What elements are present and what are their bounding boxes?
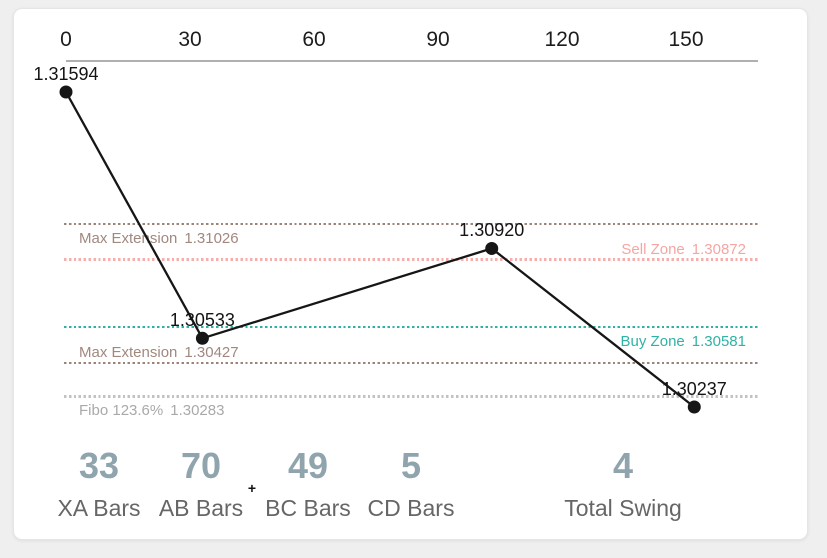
x-axis-tick: 90 — [426, 28, 450, 51]
stat-label: BC Bars — [265, 495, 351, 521]
level-label: Buy Zone 1.30581 — [621, 334, 746, 350]
stats-row: 33 XA Bars 70 AB Bars 49 BC Bars 5 CD Ba… — [14, 9, 809, 541]
level-line — [64, 361, 759, 365]
level-name: Max Extension — [79, 229, 178, 247]
stat-cd-bars: 5 CD Bars — [331, 445, 491, 522]
level-label: Sell Zone 1.30872 — [621, 240, 746, 258]
level-line — [64, 395, 759, 398]
stat-ab-bars: 70 AB Bars — [121, 445, 281, 522]
stat-value: 5 — [400, 445, 422, 486]
point-price-label: 1.30920 — [459, 220, 525, 241]
stat-xa-bars: 33 XA Bars — [19, 445, 179, 522]
swing-chart: 0 30 60 90 120 150 Max Extension 1.31026 Sell Zo… — [14, 9, 809, 541]
swing-point — [59, 85, 73, 99]
level-line — [64, 325, 759, 329]
level-name: Max Extension — [79, 343, 178, 361]
point-price-label: 1.31594 — [33, 64, 99, 84]
level-name: Fibo 123.6% — [79, 402, 164, 420]
stat-label: CD Bars — [367, 495, 455, 521]
x-axis-tick: 30 — [178, 28, 202, 51]
stat-label: XA Bars — [57, 495, 141, 521]
stat-label: AB Bars — [158, 495, 244, 521]
swing-point — [485, 241, 499, 255]
stat-label: Total Swing — [564, 495, 682, 521]
level-value: 1.30427 — [184, 343, 239, 361]
level-line — [64, 258, 759, 261]
stat-bc-bars: 49 BC Bars — [228, 445, 388, 522]
x-axis-tick: 150 — [668, 28, 704, 51]
pattern-chart-card: 0 30 60 90 120 150 Max Extension 1.31026 Sell Zo… — [13, 8, 808, 540]
stat-value: 49 — [287, 445, 329, 486]
level-label: Fibo 123.6% 1.30283 — [79, 403, 224, 419]
level-value: 1.31026 — [184, 229, 239, 247]
stat-total-swing: 4 Total Swing — [543, 445, 703, 522]
swing-point — [195, 331, 209, 345]
x-axis-line — [66, 60, 758, 62]
level-name: Buy Zone — [620, 333, 685, 351]
x-axis-tick: 0 — [60, 28, 72, 51]
stat-value: 4 — [612, 445, 634, 486]
point-price-label: 1.30237 — [661, 379, 727, 399]
level-value: 1.30283 — [170, 402, 225, 420]
x-axis-tick: 60 — [302, 28, 326, 51]
x-axis-tick: 120 — [544, 28, 580, 51]
level-value: 1.30581 — [691, 333, 746, 351]
level-name: Sell Zone — [621, 240, 685, 258]
swing-line — [64, 91, 695, 408]
level-value: 1.30872 — [691, 240, 746, 258]
stat-value: 33 — [78, 445, 120, 486]
stat-value: 70 — [180, 445, 222, 486]
level-label: Max Extension 1.30427 — [79, 343, 239, 361]
swing-line-layer — [59, 85, 701, 414]
swing-point — [687, 400, 701, 414]
cursor-crosshair-icon: + — [247, 480, 257, 496]
point-price-label: 1.30533 — [169, 310, 235, 331]
level-line — [64, 222, 759, 226]
level-label: Max Extension 1.31026 — [79, 229, 239, 247]
